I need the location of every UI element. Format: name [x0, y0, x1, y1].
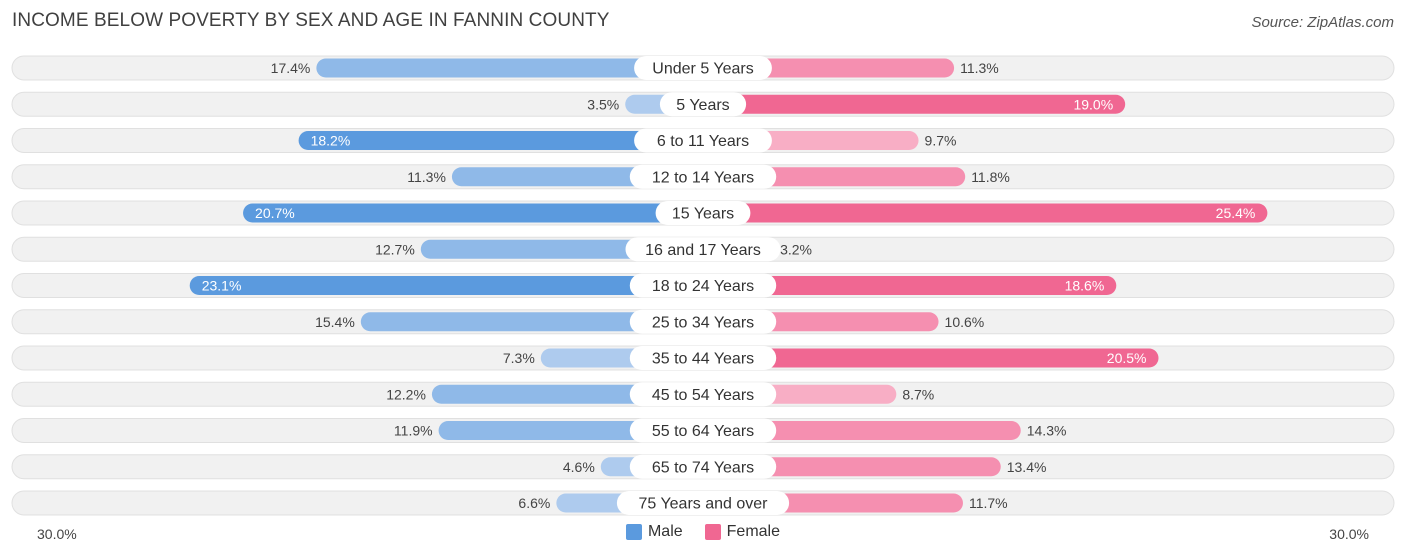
bar-row: 6.6% 11.7% 75 Years and over: [11, 490, 1395, 516]
male-value-label: 12.7%: [375, 241, 415, 257]
female-value-label: 9.7%: [925, 133, 957, 149]
category-pill: [629, 309, 777, 334]
bar-row: 20.7% 25.4% 15 Years: [11, 200, 1395, 226]
category-label: 5 Years: [676, 97, 729, 114]
female-value-label: 13.4%: [1007, 459, 1047, 475]
male-bar: [316, 58, 723, 78]
category-label: Under 5 Years: [652, 61, 753, 78]
male-value-label: 20.7%: [255, 205, 295, 221]
bar-row: 7.3% 20.5% 35 to 44 Years: [11, 345, 1395, 371]
legend-swatch-female: [704, 524, 721, 540]
female-bar: [683, 276, 1117, 295]
bar-row: 18.2% 9.7% 6 to 11 Years: [11, 128, 1395, 153]
bar-row: 12.7% 3.2% 16 and 17 Years: [11, 236, 1395, 262]
female-value-label: 3.2%: [780, 241, 812, 257]
bar-row: 23.1% 18.6% 18 to 24 Years: [11, 273, 1395, 298]
female-value-label: 10.6%: [945, 314, 985, 330]
male-value-label: 11.3%: [407, 169, 446, 185]
male-value-label: 17.4%: [271, 60, 311, 76]
category-pill: [634, 128, 772, 153]
female-value-label: 11.3%: [960, 60, 999, 76]
legend-swatch-male: [625, 524, 642, 540]
category-pill: [659, 92, 747, 117]
bar-row: 12.2% 8.7% 45 to 54 Years: [11, 381, 1395, 407]
male-bar: [189, 276, 723, 295]
female-bar: [683, 203, 1268, 223]
category-label: 55 to 64 Years: [652, 423, 754, 440]
category-pill: [629, 418, 777, 443]
axis-left-label: 30.0%: [37, 526, 77, 542]
category-label: 15 Years: [672, 206, 734, 223]
legend-label-female: Female: [726, 523, 781, 540]
category-pill: [616, 491, 790, 515]
bar-row: 3.5% 19.0% 5 Years: [11, 91, 1395, 117]
bar-row: 17.4% 11.3% Under 5 Years: [11, 55, 1395, 81]
category-label: 12 to 14 Years: [652, 169, 754, 186]
male-value-label: 15.4%: [315, 314, 355, 330]
bar-row: 4.6% 13.4% 65 to 74 Years: [11, 454, 1395, 480]
female-bar: [683, 348, 1159, 368]
female-value-label: 19.0%: [1073, 96, 1113, 112]
female-value-label: 18.6%: [1065, 278, 1105, 294]
category-label: 6 to 11 Years: [657, 133, 749, 150]
male-value-label: 3.5%: [587, 96, 619, 112]
female-bar: [683, 94, 1126, 114]
legend-item-female[interactable]: Female: [704, 523, 781, 541]
bar-row: 11.3% 11.8% 12 to 14 Years: [11, 164, 1395, 190]
legend: Male Female: [0, 523, 1406, 541]
axis-right-label: 30.0%: [1329, 526, 1369, 542]
female-value-label: 14.3%: [1027, 423, 1067, 439]
female-value-label: 11.7%: [969, 495, 1008, 511]
category-pill: [655, 201, 751, 225]
category-pill: [629, 346, 777, 370]
male-value-label: 6.6%: [518, 495, 550, 511]
legend-item-male[interactable]: Male: [625, 523, 683, 541]
category-label: 25 to 34 Years: [652, 314, 754, 331]
chart-area: 17.4% 11.3% Under 5 Years 3.5% 19.0% 5 Years 1…: [11, 55, 1395, 516]
category-label: 75 Years and over: [639, 496, 769, 513]
female-value-label: 8.7%: [902, 386, 934, 402]
male-value-label: 11.9%: [394, 423, 433, 439]
male-value-label: 18.2%: [311, 133, 351, 149]
category-pill: [629, 164, 777, 189]
female-value-label: 20.5%: [1107, 350, 1147, 366]
bar-row: 11.9% 14.3% 55 to 64 Years: [11, 418, 1395, 443]
legend-label-male: Male: [647, 523, 683, 540]
category-label: 45 to 54 Years: [652, 387, 754, 404]
chart-source: Source: ZipAtlas.com: [1251, 14, 1394, 31]
male-bar: [298, 131, 723, 150]
category-label: 18 to 24 Years: [652, 278, 754, 295]
male-bar: [243, 203, 723, 223]
female-value-label: 25.4%: [1216, 205, 1256, 221]
category-label: 65 to 74 Years: [652, 459, 754, 476]
category-pill: [629, 273, 777, 298]
category-label: 35 to 44 Years: [652, 351, 754, 368]
category-pill: [625, 237, 781, 262]
category-pill: [629, 382, 777, 407]
chart-title: INCOME BELOW POVERTY BY SEX AND AGE IN F…: [12, 10, 610, 31]
male-value-label: 4.6%: [563, 459, 595, 475]
female-value-label: 11.8%: [971, 169, 1010, 185]
bar-row: 15.4% 10.6% 25 to 34 Years: [11, 309, 1395, 335]
category-pill: [634, 56, 772, 80]
male-value-label: 23.1%: [202, 278, 242, 294]
male-value-label: 12.2%: [386, 386, 426, 402]
male-value-label: 7.3%: [503, 350, 535, 366]
category-pill: [629, 454, 777, 479]
category-label: 16 and 17 Years: [645, 242, 761, 259]
